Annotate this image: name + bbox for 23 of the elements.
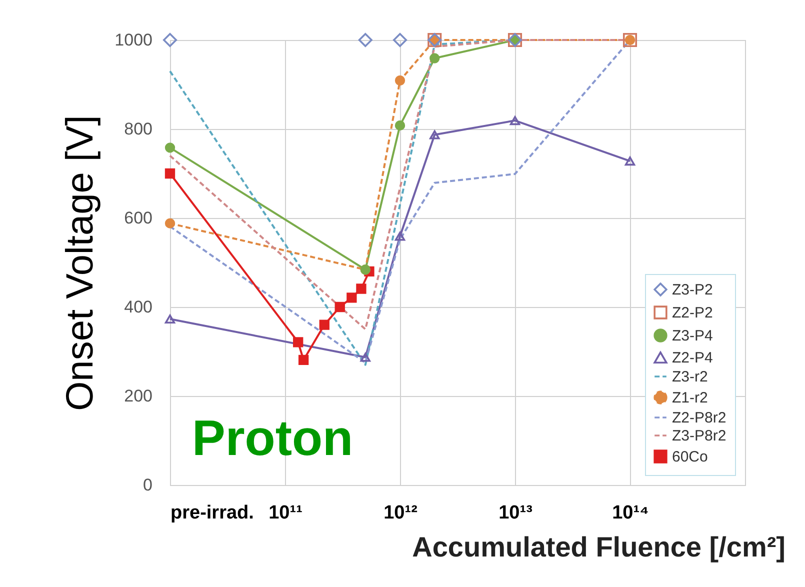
x-tick-label: 10¹²	[384, 502, 418, 524]
x-tick-label: 10¹⁴	[612, 502, 649, 524]
y-tick-label: 1000	[114, 30, 152, 50]
x-tick-label: pre-irrad.	[170, 502, 254, 524]
y-tick-label: 200	[124, 386, 152, 406]
annotation: Proton	[192, 410, 354, 466]
y-axis-title: Onset Voltage [V]	[60, 115, 102, 411]
legend-label: Z3-P2	[672, 282, 713, 298]
y-tick-label: 0	[143, 476, 152, 494]
legend-label: Z3-P4	[672, 328, 713, 344]
y-tick-label: 400	[124, 298, 152, 316]
legend-label: Z3-r2	[672, 368, 708, 386]
legend-label: Z2-P4	[672, 350, 713, 366]
x-tick-label: 10¹¹	[268, 502, 302, 524]
x-tick-label: 10¹³	[498, 502, 532, 524]
x-axis-title: Accumulated Fluence [/cm²]	[412, 532, 786, 562]
legend-label: Z2-P8r2	[672, 410, 726, 426]
legend-label: Z3-P8r2	[672, 428, 726, 444]
legend-label: Z1-r2	[672, 390, 708, 406]
y-tick-label: 800	[124, 120, 152, 138]
legend-label: Z2-P2	[672, 304, 713, 322]
y-tick-label: 600	[124, 208, 152, 228]
legend-label: 60Co	[672, 448, 708, 466]
